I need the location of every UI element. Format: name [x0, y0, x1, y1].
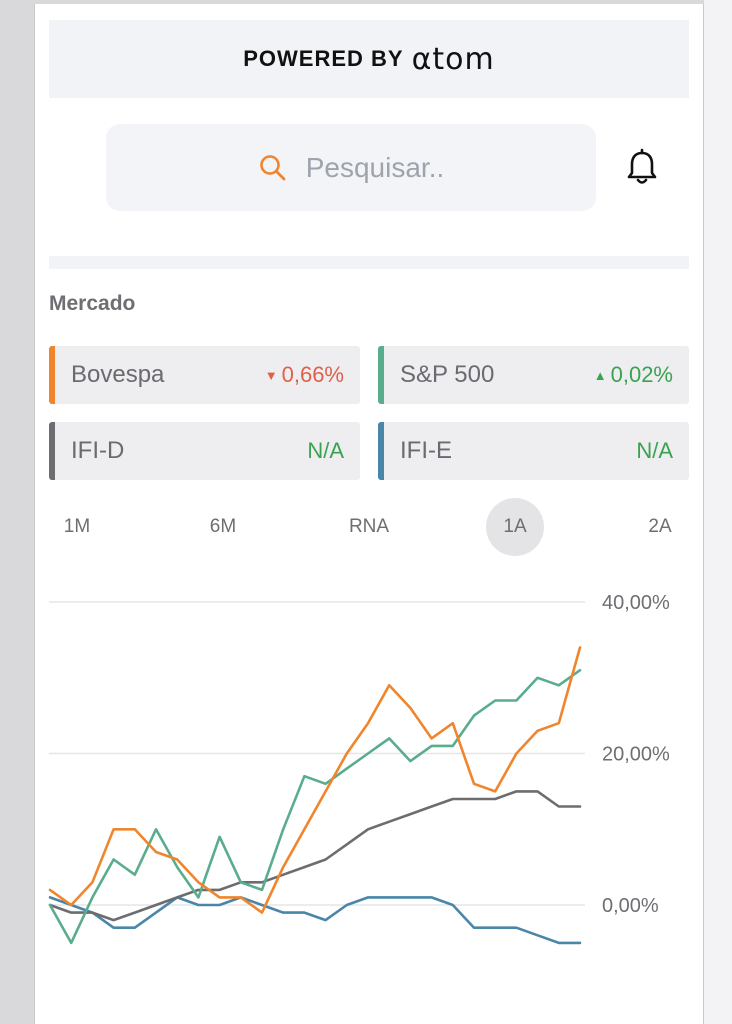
index-name: IFI-E: [400, 437, 452, 464]
index-name: IFI-D: [71, 437, 125, 464]
powered-by-label: POWERED BY: [243, 46, 404, 71]
index-color-marker: [378, 422, 384, 480]
search-box[interactable]: Pesquisar..: [106, 124, 596, 211]
period-1m[interactable]: 1M: [63, 516, 91, 537]
chart-series: [48, 646, 582, 945]
index-card-ifi-d[interactable]: IFI-D N/A: [49, 422, 360, 480]
index-card-bovespa[interactable]: Bovespa ▼ 0,66%: [49, 346, 360, 404]
chevron-down-icon: ▼: [264, 367, 278, 383]
series-line-0: [48, 646, 582, 914]
chart-grid: [49, 601, 585, 906]
index-color-marker: [49, 346, 55, 404]
section-title: Mercado: [49, 292, 136, 315]
market-line-chart: 40,00% 20,00% 0,00%: [48, 592, 670, 945]
period-rna[interactable]: RNA: [348, 516, 390, 537]
chart-y-ticks: 40,00% 20,00% 0,00%: [602, 592, 670, 917]
window-edge: [704, 0, 732, 1024]
series-line-3: [48, 896, 582, 945]
search-icon: [258, 153, 288, 183]
index-color-marker: [378, 346, 384, 404]
period-1a[interactable]: 1A: [486, 498, 544, 556]
index-value: N/A: [636, 438, 673, 463]
search-input[interactable]: Pesquisar..: [305, 151, 445, 183]
index-change: ▼ 0,66%: [265, 362, 344, 388]
chevron-up-icon: ▲: [593, 367, 607, 383]
index-change: ▲ 0,02%: [594, 362, 673, 388]
index-card-sp500[interactable]: S&P 500 ▲ 0,02%: [378, 346, 689, 404]
y-tick-label: 20,00%: [602, 744, 670, 766]
index-name: Bovespa: [71, 361, 165, 388]
period-2a[interactable]: 2A: [648, 516, 672, 537]
y-tick-label: 40,00%: [602, 592, 670, 614]
index-value: 0,02%: [610, 362, 673, 387]
index-value: 0,66%: [281, 362, 344, 387]
y-tick-label: 0,00%: [602, 895, 659, 917]
atom-logo: αtom: [411, 41, 495, 77]
period-6m[interactable]: 6M: [209, 516, 237, 537]
index-card-ifi-e[interactable]: IFI-E N/A: [378, 422, 689, 480]
index-value: N/A: [307, 438, 344, 463]
powered-by-banner: POWERED BY αtom: [49, 20, 689, 98]
series-line-1: [48, 668, 582, 945]
series-line-2: [48, 790, 582, 922]
period-selector: 1M 6M RNA 1A 2A: [49, 498, 689, 556]
index-name: S&P 500: [400, 361, 495, 388]
index-color-marker: [49, 422, 55, 480]
section-divider: [49, 256, 689, 269]
bell-icon[interactable]: [624, 148, 660, 188]
